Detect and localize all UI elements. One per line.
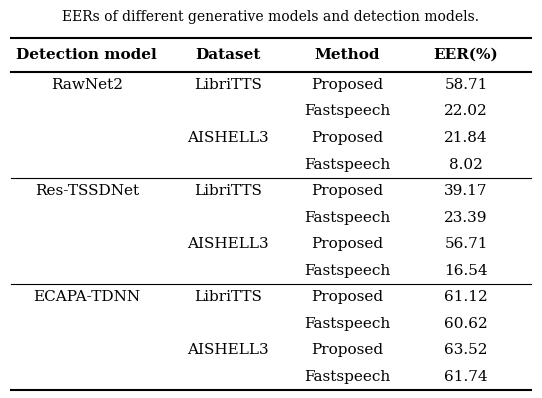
Text: 61.12: 61.12 [444, 290, 488, 304]
Text: Proposed: Proposed [311, 78, 383, 92]
Text: AISHELL3: AISHELL3 [187, 343, 268, 357]
Text: Fastspeech: Fastspeech [304, 317, 390, 331]
Text: Dataset: Dataset [195, 48, 260, 62]
Text: Fastspeech: Fastspeech [304, 104, 390, 119]
Text: Proposed: Proposed [311, 290, 383, 304]
Text: 61.74: 61.74 [444, 370, 488, 384]
Text: LibriTTS: LibriTTS [193, 290, 262, 304]
Text: AISHELL3: AISHELL3 [187, 237, 268, 251]
Text: Fastspeech: Fastspeech [304, 158, 390, 172]
Text: Proposed: Proposed [311, 131, 383, 145]
Text: Detection model: Detection model [16, 48, 157, 62]
Text: Proposed: Proposed [311, 237, 383, 251]
Text: Res-TSSDNet: Res-TSSDNet [35, 184, 139, 198]
Text: 39.17: 39.17 [444, 184, 488, 198]
Text: Proposed: Proposed [311, 184, 383, 198]
Text: 22.02: 22.02 [444, 104, 488, 119]
Text: ECAPA-TDNN: ECAPA-TDNN [33, 290, 140, 304]
Text: LibriTTS: LibriTTS [193, 184, 262, 198]
Text: 16.54: 16.54 [444, 263, 488, 278]
Text: EERs of different generative models and detection models.: EERs of different generative models and … [62, 10, 480, 24]
Text: Fastspeech: Fastspeech [304, 211, 390, 224]
Text: AISHELL3: AISHELL3 [187, 131, 268, 145]
Text: 21.84: 21.84 [444, 131, 488, 145]
Text: EER(%): EER(%) [434, 48, 499, 62]
Text: Method: Method [314, 48, 379, 62]
Text: Fastspeech: Fastspeech [304, 263, 390, 278]
Text: 63.52: 63.52 [444, 343, 488, 357]
Text: 8.02: 8.02 [449, 158, 483, 172]
Text: Proposed: Proposed [311, 343, 383, 357]
Text: LibriTTS: LibriTTS [193, 78, 262, 92]
Text: RawNet2: RawNet2 [51, 78, 122, 92]
Text: 60.62: 60.62 [444, 317, 488, 331]
Text: 23.39: 23.39 [444, 211, 488, 224]
Text: Fastspeech: Fastspeech [304, 370, 390, 384]
Text: 58.71: 58.71 [444, 78, 488, 92]
Text: 56.71: 56.71 [444, 237, 488, 251]
